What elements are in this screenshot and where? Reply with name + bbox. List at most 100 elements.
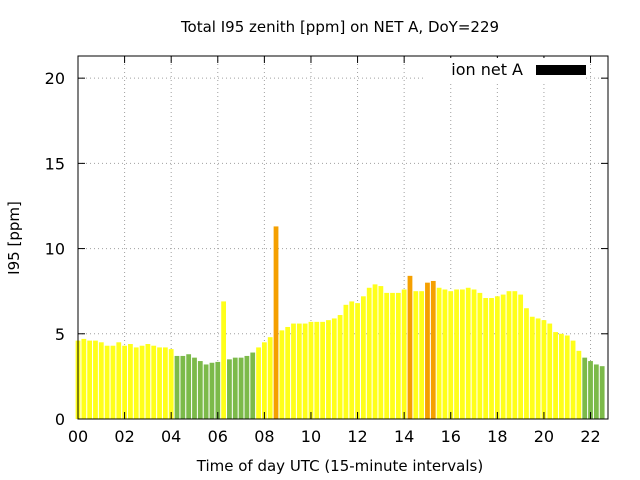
legend: ion net A [426,58,586,82]
bar [588,361,593,419]
bar [535,318,541,419]
bar [174,355,180,419]
bar [489,298,494,419]
bar [576,350,582,419]
bar [197,361,203,419]
y-tick-label: 10 [45,240,65,259]
bar [593,364,599,419]
bar [273,226,279,419]
bar [256,347,261,419]
bar [215,361,221,419]
bar [162,347,168,419]
bar [436,287,442,419]
y-tick-label: 0 [55,410,65,429]
bar [366,287,372,419]
bar [524,308,529,419]
bar [221,301,226,419]
bar [599,366,605,419]
bar [494,296,500,419]
bar [500,294,506,419]
bar [407,275,413,419]
bar [279,330,285,419]
bar [582,357,588,419]
x-tick-label: 04 [161,427,181,446]
bar [401,289,407,419]
bar [331,318,337,419]
bar [81,338,87,419]
bar [349,301,355,419]
bar [355,303,360,419]
bars [75,226,605,419]
bar [337,315,343,419]
bar [541,320,547,419]
bar [302,323,308,419]
bar [261,342,267,419]
x-tick-label: 06 [208,427,228,446]
x-tick-label: 16 [441,427,461,446]
x-tick-label: 14 [394,427,414,446]
bar [209,362,215,419]
bar [448,291,454,419]
x-tick-label: 18 [487,427,507,446]
bar [460,289,465,419]
y-tick-label: 15 [45,154,65,173]
bar [267,337,273,419]
bar [343,304,349,419]
bar [168,349,174,419]
bar [116,342,122,419]
bar [430,280,436,419]
legend-swatch [536,65,586,75]
bar [547,323,553,419]
bar [139,345,145,419]
bar [250,352,256,419]
grid [78,56,608,419]
bar [192,357,197,419]
x-tick-label: 12 [347,427,367,446]
bar [203,364,209,419]
bar [238,357,244,419]
bar [110,345,116,419]
bar [553,332,558,419]
bar [151,345,157,419]
bar [477,292,483,419]
bar [180,355,186,419]
bar [413,291,419,419]
bar [395,292,401,419]
bar [227,359,232,419]
bar [559,333,564,419]
bar [296,323,302,419]
bar [425,282,430,419]
bar [518,294,524,419]
bar [93,340,98,419]
x-tick-label: 22 [580,427,600,446]
bar [483,298,489,419]
bar [529,316,535,419]
bar [133,347,139,419]
bar [128,344,133,419]
bar [320,321,326,419]
bar [390,292,395,419]
plot-frame [77,55,609,420]
bar [506,291,512,419]
bar [326,320,331,419]
bar [465,287,471,419]
bar [291,323,296,419]
x-axis-label: Time of day UTC (15-minute intervals) [196,457,483,475]
bar [442,289,448,419]
y-axis-label: I95 [ppm] [5,201,23,275]
bar [308,321,314,419]
bar [232,357,238,419]
bar [372,284,378,419]
bar [122,345,127,419]
bar [512,291,518,419]
axis-ticks: 00 02 04 06 08 10 12 14 16 18 20 22 0 5 10 15 20 [45,56,608,446]
x-tick-label: 02 [114,427,134,446]
legend-label: ion net A [451,60,523,79]
y-tick-label: 20 [45,69,65,88]
bar [454,289,459,419]
bar [104,345,110,419]
bar [570,340,576,419]
x-tick-label: 20 [534,427,554,446]
bar [361,296,366,419]
bar [145,344,151,419]
